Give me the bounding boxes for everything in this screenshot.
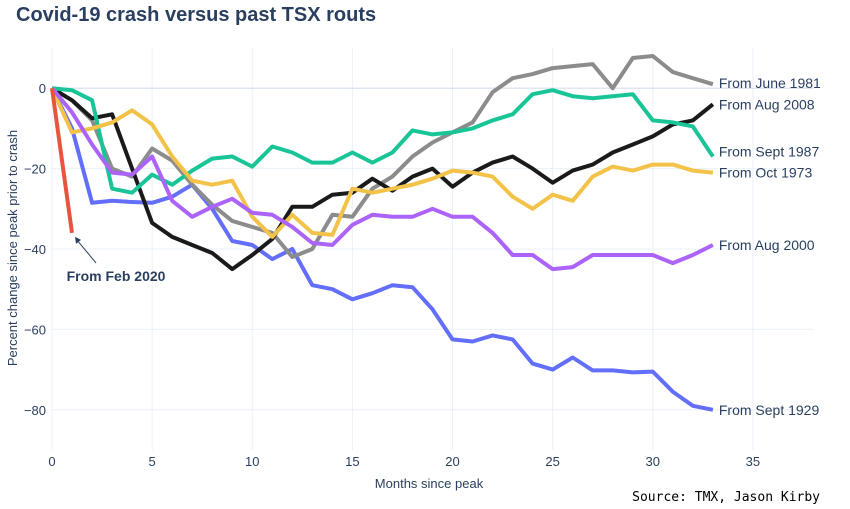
series-label-from-sept-1987: From Sept 1987 [719,144,820,160]
series-lines [50,54,715,412]
series-line-from-sept-1929 [50,87,714,412]
annotation: From Feb 2020 [67,236,166,284]
series-label-from-june-1981: From June 1981 [719,75,821,91]
series-label-from-sept-1929: From Sept 1929 [719,402,820,418]
series-line-from-aug-2008 [50,86,715,272]
series-line-from-feb-2020 [50,87,74,234]
series-label-from-oct-1973: From Oct 1973 [719,165,813,181]
axis-ticks: 0 5 10 15 20 25 30 35 0 −20 −40 −60 −80 [24,81,760,469]
x-tick-label: 10 [245,454,259,469]
y-tick-label: −20 [24,162,46,177]
annotation-arrowhead [75,236,82,244]
y-tick-label: −80 [24,403,46,418]
series-line-from-sept-1987 [51,86,715,195]
annotation-text: From Feb 2020 [67,268,166,284]
y-tick-label: 0 [39,81,46,96]
y-tick-label: −60 [24,322,46,337]
series-label-from-aug-2008: From Aug 2008 [719,96,815,112]
y-axis-title: Percent change since peak prior to crash [5,130,20,366]
x-tick-label: 0 [48,454,55,469]
source-note: Source: TMX, Jason Kirby [632,490,820,505]
series-line-from-oct-1973 [50,87,714,239]
x-tick-label: 35 [746,454,760,469]
annotation-arrow [75,238,97,264]
grid-lines [51,48,813,450]
chart-title: Covid-19 crash versus past TSX routs [16,4,377,26]
x-tick-label: 5 [149,454,156,469]
x-tick-label: 20 [445,454,459,469]
x-tick-label: 25 [545,454,559,469]
series-label-from-aug-2000: From Aug 2000 [719,237,815,253]
series-labels: From Sept 1929 From June 1981 From Aug 200… [719,75,821,418]
x-tick-label: 15 [345,454,359,469]
x-axis-title: Months since peak [375,476,484,491]
x-tick-label: 30 [646,454,660,469]
series-line-from-aug-2000 [50,86,714,272]
y-tick-label: −40 [24,242,46,257]
